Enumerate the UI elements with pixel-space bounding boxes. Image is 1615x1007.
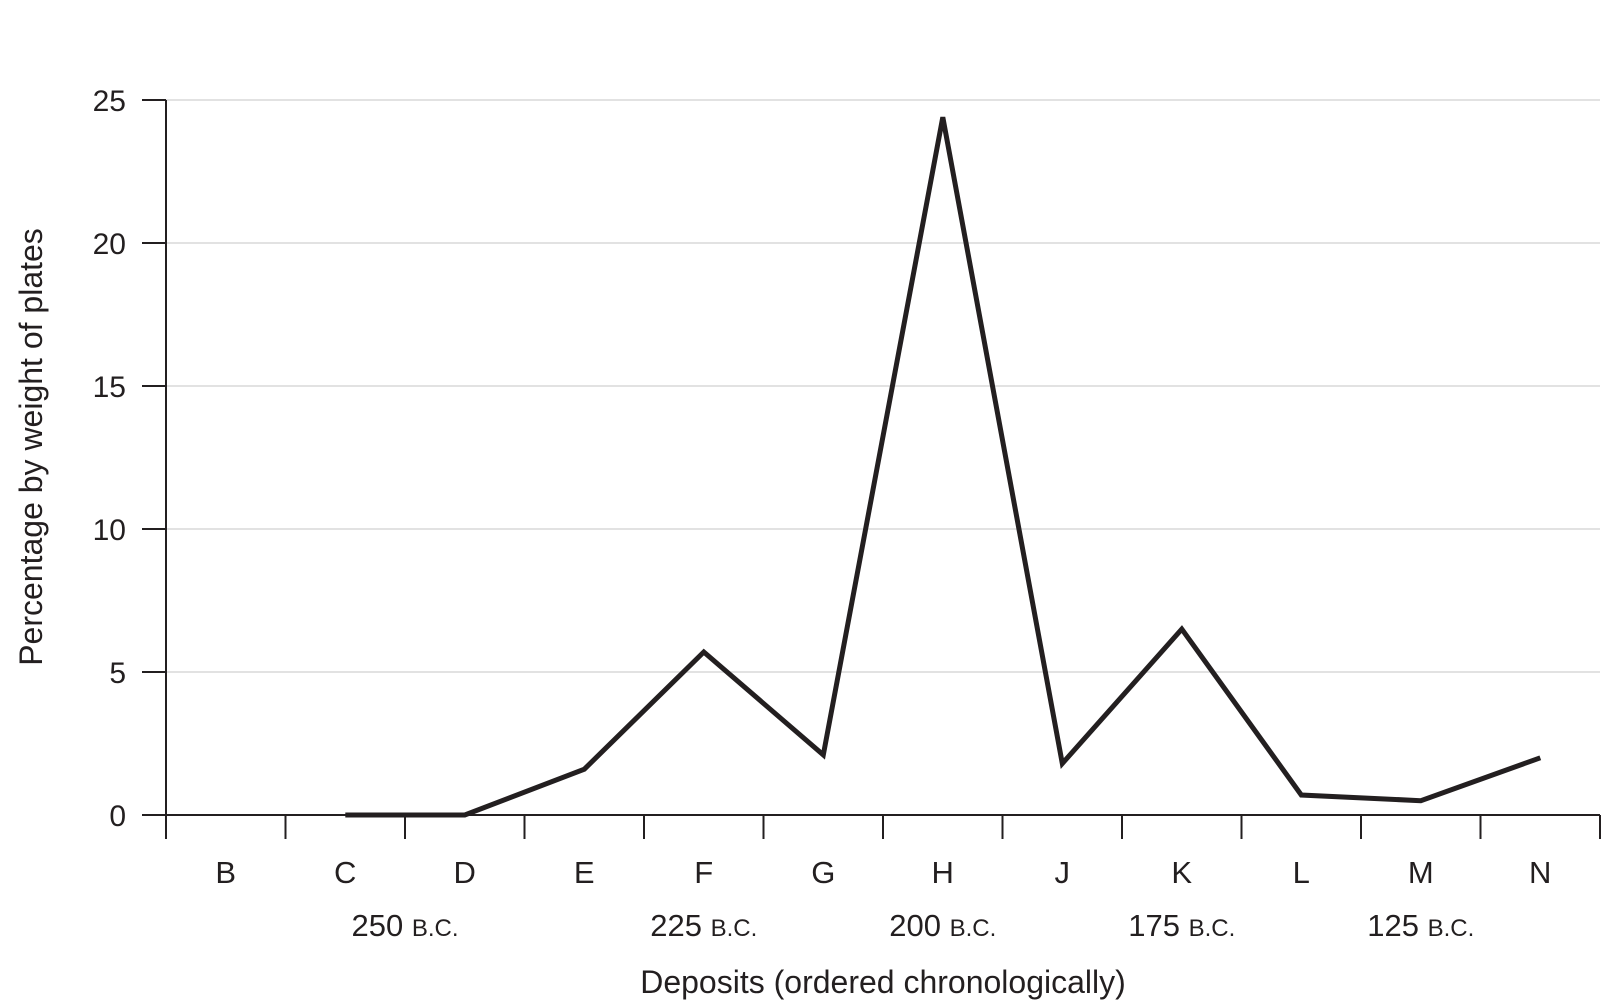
series-line xyxy=(345,116,1542,818)
date-era: B.C. xyxy=(1189,915,1236,942)
series xyxy=(345,116,1542,818)
x-axis-title: Deposits (ordered chronologically) xyxy=(640,964,1126,1000)
date-number: 225 xyxy=(650,908,710,943)
date-annotation: 225 B.C. xyxy=(650,908,757,943)
date-era: B.C. xyxy=(412,915,459,942)
gridlines xyxy=(166,99,1600,673)
x-category-label: K xyxy=(1171,855,1192,890)
x-category-label: M xyxy=(1408,855,1434,890)
axes xyxy=(142,99,1601,839)
x-category-label: C xyxy=(334,855,356,890)
x-category-label: G xyxy=(811,855,835,890)
date-annotation: 250 B.C. xyxy=(351,908,458,943)
date-annotations: 250 B.C. 225 B.C. 200 B.C. 175 B.C. 125 B.C. xyxy=(351,908,1474,943)
y-tick-label: 15 xyxy=(93,371,126,404)
y-axis-title: Percentage by weight of plates xyxy=(13,228,49,666)
date-annotation: 200 B.C. xyxy=(889,908,996,943)
date-annotation: 175 B.C. xyxy=(1128,908,1235,943)
x-category-label: H xyxy=(932,855,954,890)
date-number: 125 xyxy=(1367,908,1427,943)
y-tick-label: 20 xyxy=(93,228,126,261)
date-number: 200 xyxy=(889,908,949,943)
x-category-label: B xyxy=(215,855,236,890)
y-tick-label: 5 xyxy=(109,657,126,690)
x-category-label: L xyxy=(1293,855,1310,890)
x-category-label: J xyxy=(1055,855,1071,890)
date-era: B.C. xyxy=(1428,915,1475,942)
date-era: B.C. xyxy=(950,915,997,942)
date-number: 250 xyxy=(351,908,411,943)
y-tick-label: 25 xyxy=(93,85,126,118)
y-tick-label: 10 xyxy=(93,514,126,547)
x-category-label: D xyxy=(454,855,476,890)
date-annotation: 125 B.C. xyxy=(1367,908,1474,943)
y-tick-label: 0 xyxy=(109,800,126,833)
x-category-label: N xyxy=(1529,855,1551,890)
date-era: B.C. xyxy=(711,915,758,942)
x-category-label: E xyxy=(574,855,595,890)
y-tick-labels: 0 5 10 15 20 25 xyxy=(93,85,126,833)
x-category-label: F xyxy=(694,855,713,890)
date-number: 175 xyxy=(1128,908,1188,943)
